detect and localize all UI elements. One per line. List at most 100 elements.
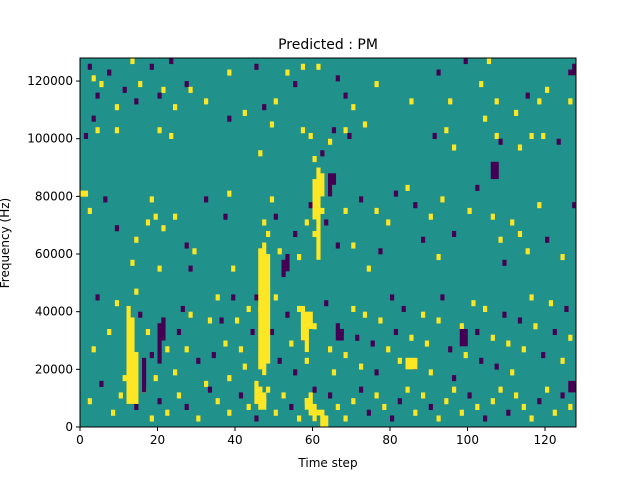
heatmap-cell: [463, 58, 468, 65]
heatmap-cell: [312, 230, 317, 238]
chart-title: Predicted : PM: [278, 37, 378, 53]
heatmap-cell: [83, 132, 89, 140]
heatmap-cell-run: [312, 179, 317, 220]
heatmap-cell: [134, 236, 139, 243]
heatmap-cell: [277, 357, 282, 364]
heatmap-cell: [393, 328, 399, 336]
heatmap-cell-run: [568, 380, 573, 393]
heatmap-cell-run: [324, 415, 329, 427]
heatmap-cell: [529, 132, 534, 140]
heatmap-cell-run: [320, 173, 325, 197]
heatmap-cell: [351, 398, 356, 405]
heatmap-cell: [537, 202, 542, 209]
heatmap-cell: [545, 86, 550, 93]
heatmap-cell: [223, 213, 228, 220]
heatmap-cell: [149, 352, 154, 359]
heatmap-cell-run: [258, 386, 263, 410]
heatmap-cell: [359, 363, 364, 370]
heatmap-cell-run: [413, 357, 418, 370]
heatmap-cell: [277, 248, 282, 255]
heatmap-cell-run: [304, 311, 309, 353]
heatmap-cell: [273, 294, 278, 301]
heatmap-cell: [359, 386, 364, 393]
heatmap-cell: [452, 230, 457, 238]
heatmap-cell: [184, 403, 189, 411]
heatmap-cell-run: [130, 317, 135, 404]
heatmap-cell: [413, 409, 418, 416]
heatmap-cell-run: [494, 161, 499, 180]
heatmap-cell: [568, 334, 573, 341]
heatmap-cell: [312, 156, 317, 163]
heatmap-cell: [572, 202, 577, 209]
heatmap-cell: [467, 207, 472, 214]
heatmap-cell: [273, 213, 278, 220]
heatmap-cell: [568, 403, 573, 411]
heatmap-cell: [347, 132, 352, 140]
heatmap-cell: [506, 409, 511, 416]
heatmap-cell-run: [459, 328, 464, 347]
heatmap-cell: [560, 254, 565, 261]
heatmap-cell: [413, 202, 418, 209]
heatmap-cell: [149, 415, 154, 422]
heatmap-cell: [510, 219, 515, 226]
heatmap-cell: [467, 392, 472, 399]
heatmap-cell: [207, 317, 213, 324]
heatmap-cell-run: [157, 323, 162, 364]
heatmap-cell: [459, 323, 464, 330]
heatmap-cell: [254, 415, 259, 422]
heatmap-cell: [215, 398, 220, 405]
heatmap-cell: [521, 346, 526, 353]
heatmap-cell: [475, 184, 480, 191]
heatmap-cell: [157, 92, 162, 99]
heatmap-cell-run: [126, 305, 131, 404]
heatmap-cell: [300, 63, 306, 70]
heatmap-cell: [320, 150, 325, 157]
heatmap-cell: [498, 138, 503, 145]
heatmap-cell: [297, 305, 302, 312]
heatmap-cell: [374, 369, 379, 376]
heatmap-cell: [428, 403, 433, 411]
heatmap-cell: [114, 300, 120, 307]
heatmap-cell: [343, 207, 348, 214]
y-tick-label: 0: [65, 420, 73, 434]
heatmap-cell: [114, 127, 120, 134]
heatmap-cell: [362, 121, 368, 128]
heatmap-cell: [134, 98, 139, 105]
heatmap-cell: [331, 369, 337, 376]
heatmap-cell: [452, 375, 457, 382]
heatmap-cell: [91, 75, 96, 82]
x-axis-ticks: 0 20 40 60 80 100 120: [76, 427, 556, 447]
heatmap-cell: [165, 346, 170, 353]
heatmap-cell: [269, 196, 275, 203]
heatmap-cell: [246, 305, 251, 312]
heatmap-cell: [424, 340, 430, 347]
heatmap-cell: [204, 196, 209, 203]
heatmap-cell: [192, 248, 197, 255]
heatmap-cell-run: [405, 357, 410, 370]
heatmap-cell-run: [258, 248, 263, 370]
heatmap-cell: [483, 115, 488, 122]
heatmap-cell: [556, 138, 561, 145]
heatmap-cell: [324, 300, 329, 307]
heatmap-cell: [401, 305, 406, 312]
heatmap-cell: [95, 127, 100, 134]
heatmap-cell: [335, 403, 340, 411]
heatmap-cell: [366, 409, 371, 416]
heatmap-cell: [545, 386, 550, 393]
heatmap-cell: [494, 98, 499, 105]
heatmap-cell: [87, 207, 92, 214]
heatmap-cell: [529, 415, 534, 422]
x-tick-label: 0: [76, 433, 84, 447]
heatmap-cell: [107, 69, 112, 76]
heatmap-cell: [238, 392, 244, 399]
y-tick-label: 120000: [27, 74, 73, 88]
heatmap-cell: [99, 380, 104, 387]
heatmap-cell: [107, 328, 112, 336]
heatmap-cell: [320, 409, 325, 416]
heatmap-cell: [215, 294, 220, 301]
heatmap-cell: [366, 265, 371, 272]
heatmap-cell: [572, 63, 577, 70]
heatmap-cell: [184, 346, 189, 353]
heatmap-cell: [242, 109, 247, 116]
heatmap-cell: [390, 415, 395, 422]
